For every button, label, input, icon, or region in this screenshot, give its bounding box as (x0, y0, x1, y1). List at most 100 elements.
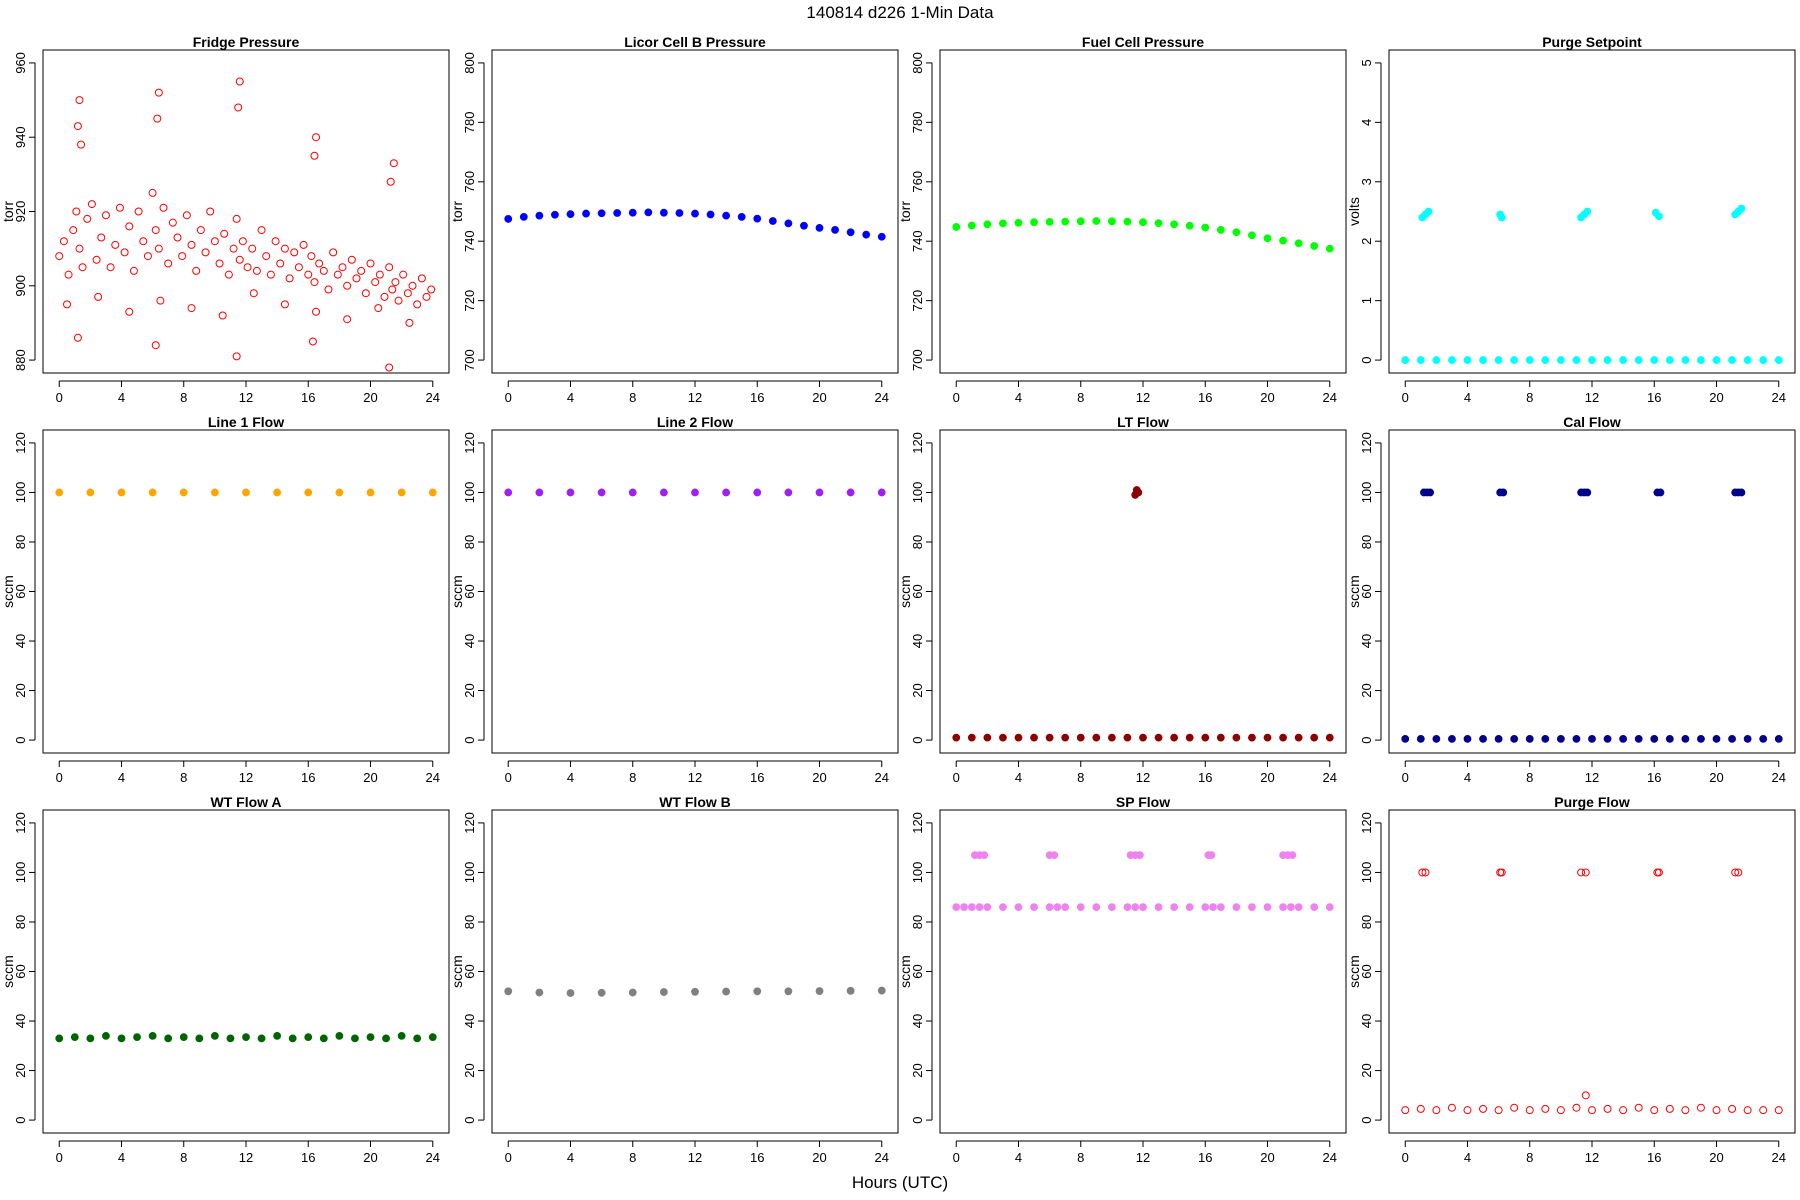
sp-flow-data-point (999, 903, 1007, 912)
line-1-flow-y-tick-label: 80 (13, 535, 28, 549)
lt-flow-plot-frame (939, 429, 1347, 754)
wt-flow-b-x-tick-label: 20 (812, 1150, 826, 1165)
fridge-pressure-data-point (310, 151, 319, 160)
lt-flow-y-tick-label: 20 (910, 683, 925, 697)
purge-setpoint-data-point (1401, 356, 1410, 364)
sp-flow-data-point (952, 903, 961, 912)
lt-flow-data-point (1134, 488, 1143, 497)
cal-flow-data-point (1463, 734, 1472, 743)
line-1-flow-y-tick-label: 100 (13, 482, 28, 504)
purge-flow-data-point (1734, 868, 1743, 877)
lt-flow-y-tick-label: 80 (910, 535, 925, 549)
lt-flow-data-point (1154, 733, 1163, 742)
cal-flow-data-point (1656, 488, 1665, 497)
purge-setpoint-x-tick-label: 4 (1464, 390, 1471, 405)
licor-cell-b-pressure-data-point (753, 214, 762, 223)
line-1-flow-data-point (335, 488, 344, 497)
wt-flow-a-data-point (288, 1034, 297, 1043)
licor-cell-b-pressure-y-tick-label: 800 (462, 52, 477, 74)
wt-flow-a-y-tick-label: 100 (13, 862, 28, 884)
fridge-pressure-data-point (357, 266, 366, 275)
wt-flow-a-title: WT Flow A (210, 794, 281, 810)
purge-flow-x-tick-label: 8 (1526, 1150, 1533, 1165)
fuel-cell-pressure-data-point (1279, 236, 1287, 245)
sp-flow-data-point (1310, 903, 1319, 912)
lt-flow-y-tick-label: 0 (910, 736, 925, 743)
sp-flow-data-point (980, 851, 989, 860)
fridge-pressure-data-point (78, 263, 87, 272)
wt-flow-a-data-point (164, 1034, 173, 1043)
cal-flow-y-tick-label: 0 (1359, 736, 1374, 743)
sp-flow-plot-frame (939, 809, 1347, 1134)
cal-flow-data-point (1743, 734, 1752, 743)
fridge-pressure-data-point (206, 207, 215, 216)
fridge-pressure-data-point (405, 318, 414, 327)
lt-flow-data-point (1294, 733, 1303, 742)
line-1-flow-data-point (397, 488, 406, 497)
purge-flow-data-point (1556, 1106, 1565, 1115)
purge-flow-data-point (1581, 1091, 1590, 1100)
fridge-pressure-data-point (154, 244, 163, 253)
sp-flow-data-point (1294, 903, 1303, 912)
wt-flow-a-data-point (397, 1031, 406, 1040)
fridge-pressure-data-point (413, 300, 422, 309)
licor-cell-b-pressure-data-point (691, 209, 699, 218)
line-1-flow-y-tick-label: 40 (13, 634, 28, 648)
wt-flow-a-data-point (179, 1033, 188, 1042)
fuel-cell-pressure-x-tick-label: 8 (1077, 390, 1084, 405)
purge-flow-x-tick-label: 4 (1464, 1150, 1471, 1165)
licor-cell-b-pressure-data-point (504, 215, 513, 223)
sp-flow-x-tick-label: 0 (953, 1150, 960, 1165)
wt-flow-a-x-tick-label: 24 (426, 1150, 440, 1165)
purge-flow-data-point (1681, 1106, 1690, 1115)
purge-setpoint-data-point (1572, 356, 1581, 364)
licor-cell-b-pressure-data-point (644, 208, 653, 217)
purge-flow-title: Purge Flow (1554, 794, 1630, 810)
line-1-flow-x-tick-label: 12 (239, 770, 253, 785)
sp-flow-data-point (1170, 903, 1179, 912)
line-1-flow-data-point (428, 488, 437, 497)
purge-setpoint-data-point (1774, 356, 1783, 364)
sp-flow-data-point (1207, 851, 1216, 860)
wt-flow-b-plot-frame (491, 809, 899, 1134)
purge-flow-data-point (1463, 1106, 1472, 1115)
fuel-cell-pressure-title: Fuel Cell Pressure (1082, 34, 1204, 50)
wt-flow-a-data-point (304, 1033, 313, 1042)
sp-flow-data-point (1248, 903, 1256, 912)
wt-flow-b-data-point (722, 987, 731, 996)
fridge-pressure-data-point (371, 278, 380, 287)
fuel-cell-pressure-y-tick-label: 800 (910, 52, 925, 74)
fridge-pressure-data-point (266, 270, 275, 279)
sp-flow-y-tick-label: 20 (910, 1063, 925, 1077)
lt-flow-data-point (1170, 733, 1179, 742)
purge-flow-y-tick-label: 60 (1359, 964, 1374, 978)
sp-flow-y-tick-label: 0 (910, 1116, 925, 1123)
cal-flow-data-point (1737, 488, 1746, 497)
sp-flow-data-point (1014, 903, 1023, 912)
lt-flow-data-point (1014, 733, 1023, 742)
line-2-flow-panel: Line 2 Flow sccm 0 4 8 12 16 20 24 0 20 40 60 80 100 12… (449, 414, 899, 785)
purge-flow-panel: Purge Flow sccm 0 4 8 12 16 20 24 0 20 40 60 80 100 120 (1346, 794, 1796, 1165)
purge-setpoint-data-point (1432, 356, 1441, 364)
wt-flow-a-data-point (55, 1034, 64, 1043)
sp-flow-data-point (967, 903, 976, 912)
cal-flow-data-point (1494, 734, 1503, 743)
purge-flow-data-point (1743, 1106, 1752, 1115)
licor-cell-b-pressure-title: Licor Cell B Pressure (624, 34, 766, 50)
purge-flow-x-tick-label: 24 (1772, 1150, 1786, 1165)
purge-flow-data-point (1654, 868, 1663, 877)
wt-flow-b-y-tick-label: 20 (462, 1063, 477, 1077)
lt-flow-x-tick-label: 20 (1260, 770, 1274, 785)
fuel-cell-pressure-data-point (967, 221, 976, 230)
fridge-pressure-data-point (120, 248, 129, 257)
fridge-pressure-data-point (380, 292, 389, 301)
wt-flow-a-x-tick-label: 8 (180, 1150, 187, 1165)
licor-cell-b-pressure-x-tick-label: 20 (812, 390, 826, 405)
purge-flow-data-point (1572, 1103, 1581, 1112)
fuel-cell-pressure-x-tick-label: 24 (1323, 390, 1337, 405)
cal-flow-data-point (1499, 488, 1508, 497)
fuel-cell-pressure-data-point (1045, 218, 1054, 226)
wt-flow-b-y-tick-label: 120 (462, 812, 477, 834)
fridge-pressure-data-point (218, 311, 227, 320)
